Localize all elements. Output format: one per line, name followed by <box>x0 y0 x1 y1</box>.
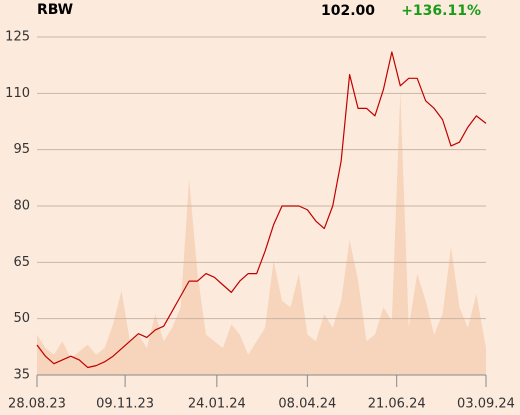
y-tick-label: 125 <box>5 30 30 45</box>
y-tick-label: 110 <box>5 86 30 101</box>
x-tick-label: 24.01.24 <box>188 397 246 412</box>
change: +136.11% <box>401 3 481 19</box>
price: 102.00 <box>321 3 375 19</box>
y-tick-label: 50 <box>13 311 30 326</box>
y-tick-label: 65 <box>13 255 30 270</box>
y-tick-label: 35 <box>13 368 30 383</box>
volume-area <box>37 91 486 375</box>
x-tick-label: 03.09.24 <box>457 397 515 412</box>
x-tick-label: 08.04.24 <box>278 397 336 412</box>
price-line <box>36 51 487 369</box>
y-tick-label: 80 <box>13 199 30 214</box>
x-tick-label: 09.11.23 <box>96 397 154 412</box>
x-tick-label: 28.08.23 <box>8 397 66 412</box>
chart-title: RBW <box>37 2 73 18</box>
y-tick-label: 95 <box>13 142 30 157</box>
x-tick-label: 21.06.24 <box>368 397 426 412</box>
